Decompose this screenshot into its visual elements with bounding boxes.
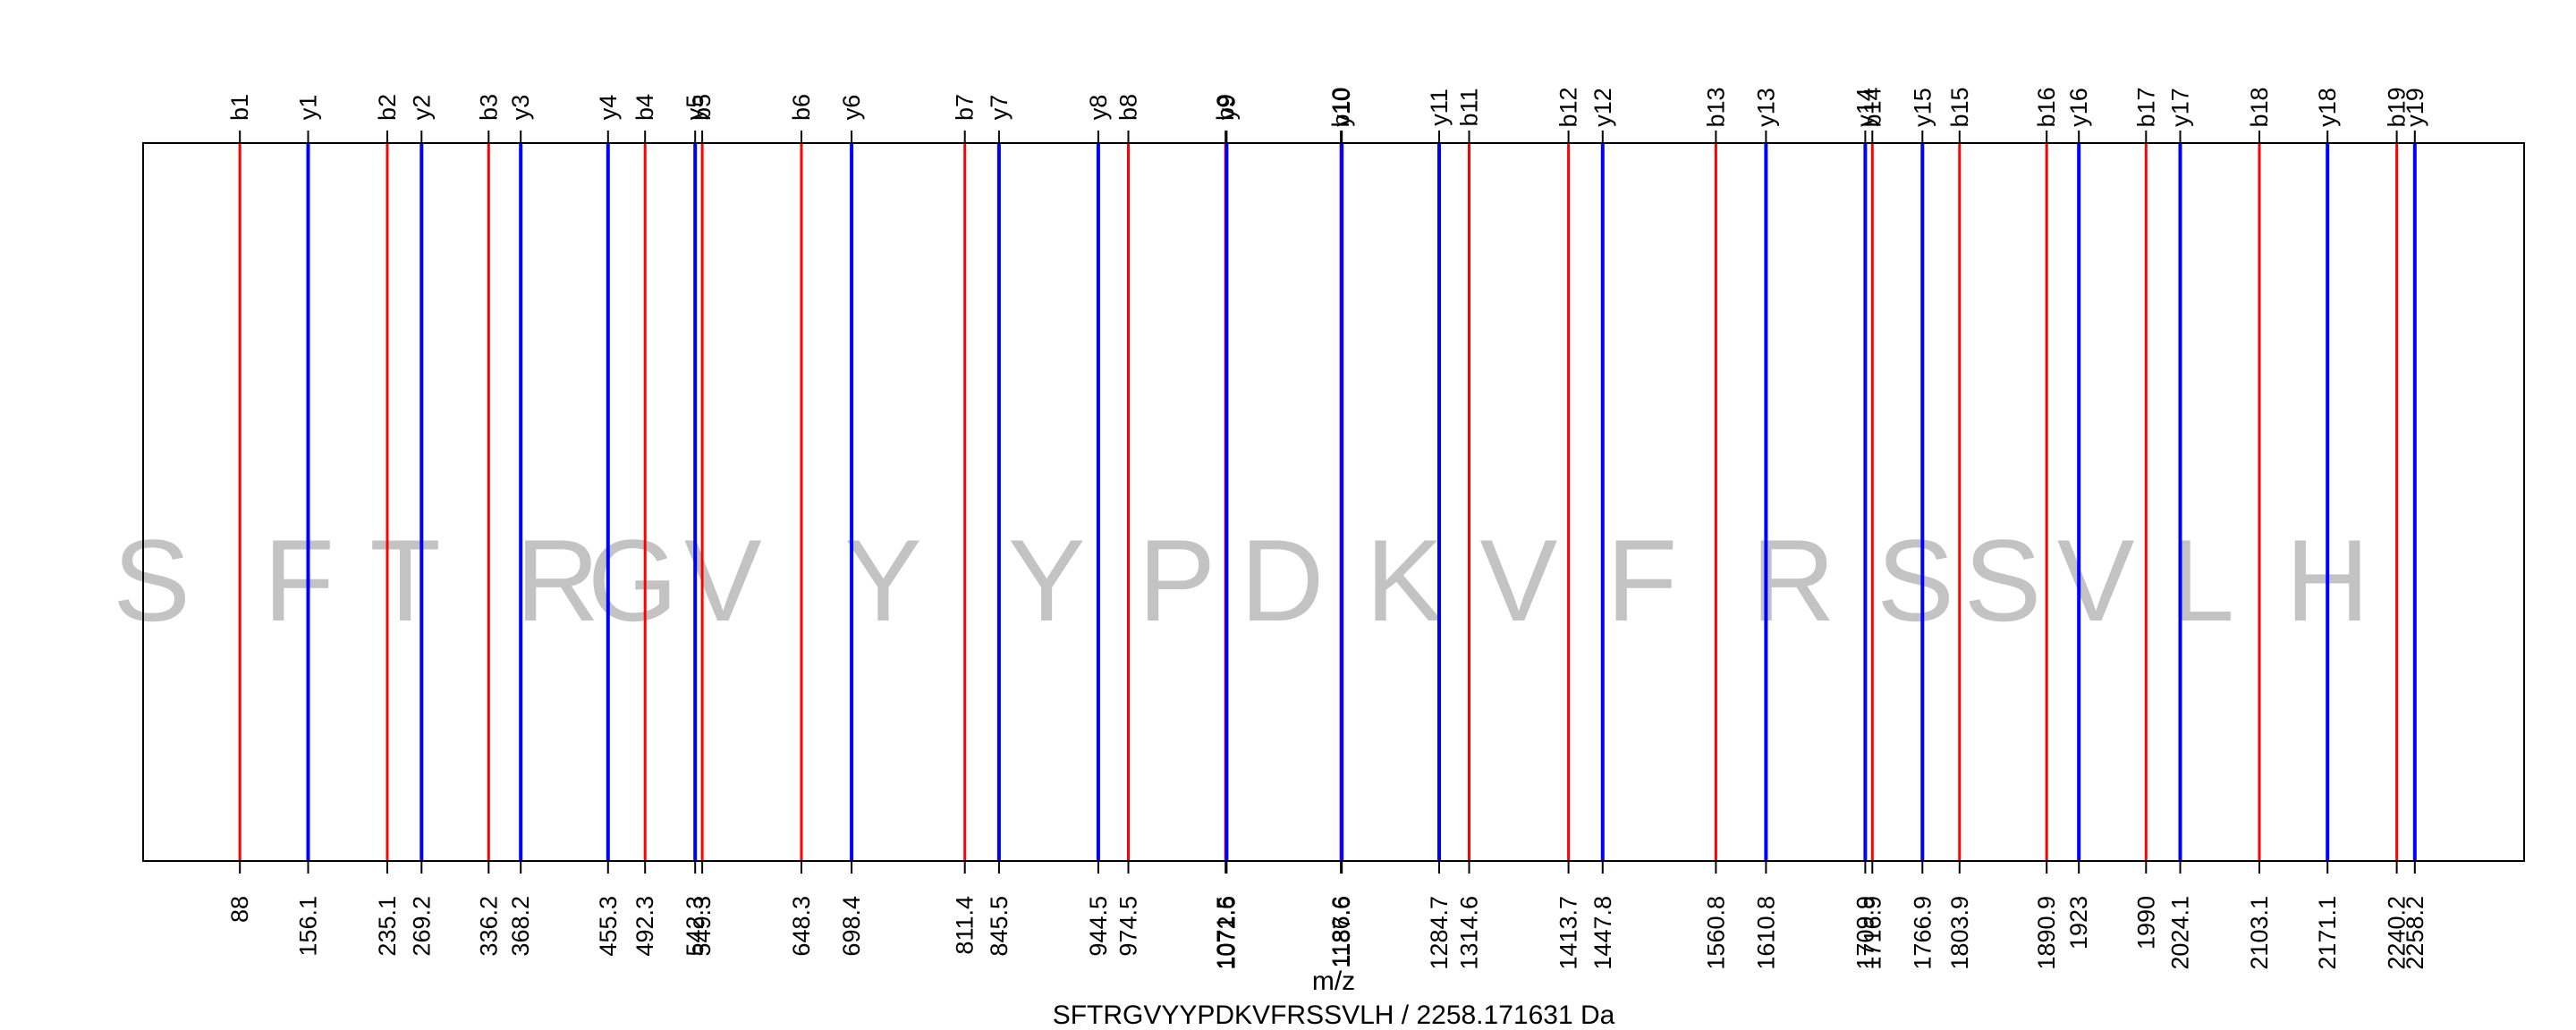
ion-mz-y6: 698.4 — [838, 896, 865, 957]
ion-name-y9: y9 — [1213, 95, 1240, 121]
ion-mz-y5: 542.3 — [682, 896, 708, 957]
ion-mz-y2: 269.2 — [408, 896, 435, 957]
residue-letters: S F T RG V Y Y P D K V F R S S V L H — [113, 515, 2369, 646]
ion-name-b7: b7 — [952, 94, 979, 121]
ion-name-y5: y5 — [682, 95, 708, 121]
ion-name-b3: b3 — [475, 94, 502, 121]
ion-mz-y8: 944.5 — [1085, 896, 1112, 957]
ion-mz-y18: 2171.1 — [2314, 896, 2341, 970]
ion-mz-b14: 1716.9 — [1859, 896, 1885, 970]
ion-mz-b6: 648.3 — [788, 896, 815, 957]
ion-name-y13: y13 — [1752, 88, 1779, 127]
ion-mz-b12: 1413.7 — [1555, 896, 1582, 970]
ion-mz-y14: 1709.9 — [1852, 896, 1878, 970]
ion-name-b12: b12 — [1555, 87, 1582, 127]
ion-mz-b4: 492.3 — [631, 896, 658, 957]
ion-name-b1: b1 — [226, 94, 253, 121]
ion-name-b18: b18 — [2246, 87, 2273, 127]
ion-mz-y7: 845.5 — [986, 896, 1013, 957]
ion-mz-b15: 1803.9 — [1946, 896, 1973, 970]
ion-mz-b7: 811.4 — [952, 896, 979, 955]
ion-mz-y19: 2258.2 — [2402, 896, 2428, 970]
ion-mz-y11: 1284.7 — [1426, 896, 1453, 970]
ion-name-b6: b6 — [788, 94, 815, 121]
ion-name-y4: y4 — [595, 95, 622, 121]
ion-name-b13: b13 — [1702, 87, 1729, 127]
ion-mz-y12: 1447.8 — [1589, 896, 1616, 970]
ion-mz-b16: 1890.9 — [2033, 896, 2060, 970]
x-axis-label: m/z — [1312, 967, 1355, 996]
ion-name-y2: y2 — [408, 95, 435, 121]
ion-name-y12: y12 — [1589, 88, 1616, 127]
ion-name-y15: y15 — [1909, 88, 1936, 127]
residue-letter-7: Y — [844, 515, 922, 646]
plot-frame — [142, 142, 2525, 862]
ion-mz-y3: 368.2 — [507, 896, 534, 957]
ion-mz-b11: 1314.6 — [1456, 896, 1483, 970]
residue-letter-4: R — [515, 515, 599, 646]
ion-mz-b5: 549.3 — [689, 896, 716, 957]
residue-letter-6: V — [684, 515, 762, 646]
ion-name-b4: b4 — [631, 94, 658, 121]
ion-mz-b3: 336.2 — [475, 896, 502, 957]
ion-name-b10: b10 — [1327, 87, 1354, 127]
ion-mz-b18: 2103.1 — [2246, 896, 2273, 970]
residue-letter-13: F — [1606, 515, 1677, 646]
ion-name-y3: y3 — [507, 95, 534, 121]
ion-name-y8: y8 — [1085, 95, 1112, 121]
ion-name-y18: y18 — [2314, 88, 2341, 127]
ion-mz-b8: 974.5 — [1115, 896, 1142, 957]
ion-name-b2: b2 — [374, 94, 401, 121]
ion-mz-b19: 2240.2 — [2384, 896, 2411, 970]
residue-letter-3: T — [369, 515, 440, 646]
ion-mz-y9: 1072.6 — [1213, 896, 1240, 970]
ion-name-b15: b15 — [1946, 87, 1973, 127]
residue-letter-8: Y — [1008, 515, 1086, 646]
ion-name-b16: b16 — [2033, 87, 2060, 127]
ion-name-y11: y11 — [1426, 89, 1453, 126]
ion-name-b8: b8 — [1115, 94, 1142, 121]
ion-mz-y15: 1766.9 — [1909, 896, 1936, 970]
ion-name-b11: b11 — [1456, 88, 1483, 126]
ion-mz-b10: 1186.6 — [1327, 896, 1354, 968]
ion-mz-b13: 1560.8 — [1702, 896, 1729, 970]
ion-name-b19: b19 — [2384, 87, 2411, 127]
residue-letter-5: G — [588, 515, 678, 646]
residue-letter-11: K — [1366, 515, 1444, 646]
ion-name-y16: y16 — [2065, 88, 2092, 127]
ion-name-y14: y14 — [1852, 88, 1878, 127]
ion-mz-y4: 455.3 — [595, 896, 622, 957]
residue-letter-1: S — [113, 515, 191, 646]
ion-mz-y17: 2024.1 — [2167, 896, 2194, 970]
ion-mz-b17: 1990 — [2132, 896, 2159, 950]
ion-mz-b1: 88 — [226, 896, 253, 923]
residue-letter-10: D — [1241, 515, 1325, 646]
residue-letter-17: V — [2057, 515, 2135, 646]
residue-letter-12: V — [1480, 515, 1558, 646]
ion-name-b14: b14 — [1859, 87, 1885, 127]
ion-name-y17: y17 — [2167, 88, 2194, 127]
ion-mz-y13: 1610.8 — [1752, 896, 1779, 970]
ion-name-y10: y10 — [1328, 88, 1355, 127]
ion-name-b5: b5 — [689, 94, 716, 121]
ion-mz-y1: 156.1 — [295, 896, 322, 957]
ion-name-y6: y6 — [838, 95, 865, 121]
residue-letter-14: R — [1751, 515, 1835, 646]
ion-name-b17: b17 — [2132, 87, 2159, 127]
ion-name-y19: y19 — [2402, 88, 2428, 127]
ion-mz-y10: 1187.6 — [1328, 896, 1355, 968]
residue-letter-16: S — [1964, 515, 2042, 646]
residue-letter-2: F — [264, 515, 335, 646]
ion-mz-b9: 1071.5 — [1212, 896, 1239, 970]
ion-mz-b2: 235.1 — [374, 896, 401, 957]
ion-mz-y16: 1923 — [2065, 896, 2092, 950]
ion-name-b9: b9 — [1212, 94, 1239, 121]
ion-lines: b1 88 b2 235.1 b3 336.2 b4 492.3 b5 549.3 b6 648.3 b… — [226, 87, 2428, 969]
residue-letter-15: S — [1877, 515, 1954, 646]
peptide-subtitle: SFTRGVYYPDKVFRSSVLH / 2258.171631 Da — [1053, 1000, 1615, 1030]
residue-letter-9: P — [1138, 515, 1216, 646]
ion-name-y7: y7 — [986, 95, 1013, 121]
ion-name-y1: y1 — [295, 95, 322, 121]
